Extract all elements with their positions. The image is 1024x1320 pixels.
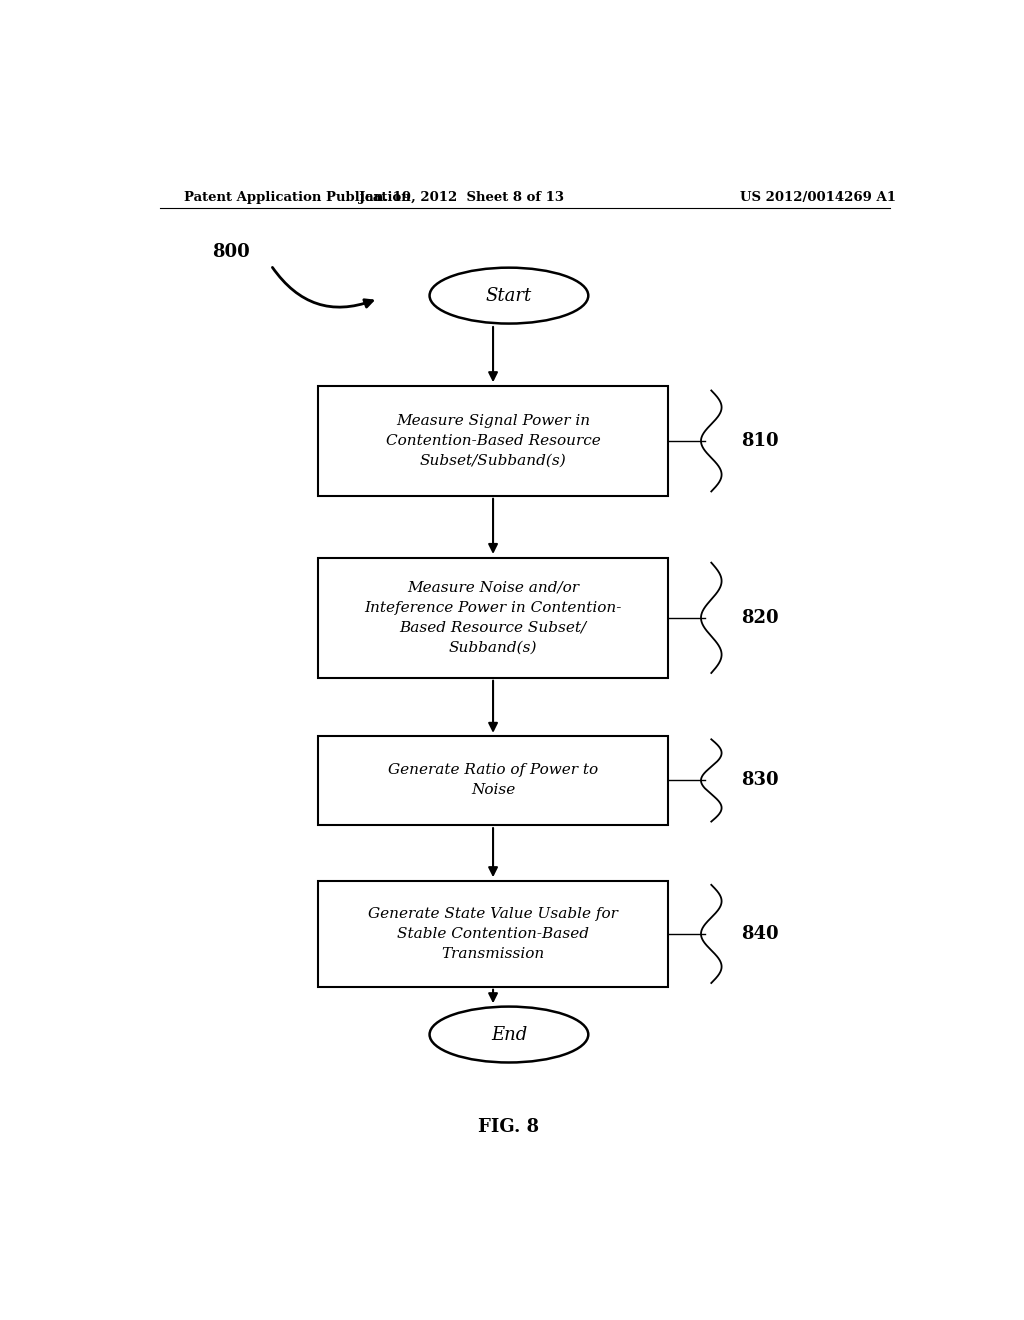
Text: Generate State Value Usable for
Stable Contention-Based
Transmission: Generate State Value Usable for Stable C… [368, 907, 618, 961]
Bar [318, 880, 668, 987]
Text: 800: 800 [212, 243, 250, 261]
Bar [318, 558, 668, 677]
Text: End: End [490, 1026, 527, 1044]
Bar [318, 735, 668, 825]
Text: 830: 830 [741, 771, 779, 789]
Bar [318, 385, 668, 496]
Text: Measure Noise and/or
Inteference Power in Contention-
Based Resource Subset/
Sub: Measure Noise and/or Inteference Power i… [365, 581, 622, 655]
Text: Generate Ratio of Power to
Noise: Generate Ratio of Power to Noise [388, 763, 598, 797]
Text: 820: 820 [741, 609, 779, 627]
Text: 840: 840 [741, 925, 779, 942]
Text: Jan. 19, 2012  Sheet 8 of 13: Jan. 19, 2012 Sheet 8 of 13 [358, 190, 564, 203]
Text: Measure Signal Power in
Contention-Based Resource
Subset/Subband(s): Measure Signal Power in Contention-Based… [386, 414, 600, 469]
Text: Patent Application Publication: Patent Application Publication [183, 190, 411, 203]
Text: FIG. 8: FIG. 8 [478, 1118, 540, 1137]
Text: Start: Start [485, 286, 532, 305]
Text: 810: 810 [741, 432, 779, 450]
Text: US 2012/0014269 A1: US 2012/0014269 A1 [740, 190, 896, 203]
